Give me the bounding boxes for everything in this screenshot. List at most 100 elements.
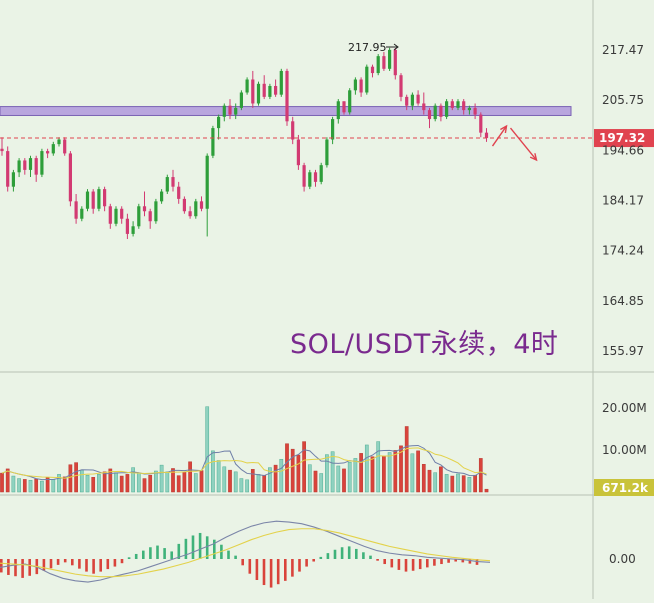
candle-body [57,139,61,145]
volume-bar [154,470,158,493]
macd-histogram-bar [269,559,273,588]
candle-body [313,172,318,182]
volume-bar [313,470,318,493]
volume-bar [182,471,187,493]
candle-body [342,101,346,113]
price-tick-label: 155.97 [602,344,644,358]
candle-body [0,148,4,152]
volume-bar [125,474,130,493]
volume-bar [148,474,153,493]
macd-histogram-bar [454,559,457,562]
volume-tick-label: 10.00M [602,443,647,457]
volume-bar [5,468,10,493]
candle-body [80,208,84,219]
macd-histogram-bar [383,559,386,565]
macd-histogram-bar [14,559,17,577]
volume-bar [22,479,27,493]
macd-histogram-bar [49,559,53,569]
decline-arrow-icon-head [529,153,538,162]
candle-body [103,189,107,207]
volume-bar [279,458,284,493]
candle-body [433,105,437,120]
macd-histogram-bar [305,559,308,567]
macd-histogram-bar [262,559,266,586]
volume-bar [211,450,215,493]
candle-body [274,85,278,95]
candle-body [308,172,312,187]
candle-body [359,79,363,93]
candle-body [228,105,232,115]
candle-body [456,101,460,108]
volume-bar [239,478,244,493]
macd-histogram-bar [142,550,145,559]
candle-body [63,139,67,154]
macd-histogram-bar [21,559,24,578]
macd-histogram-bar [127,557,131,559]
volume-bar [336,465,341,493]
macd-histogram-bar [291,559,294,577]
high-price-label: 217.95 [348,41,387,54]
volume-bar [404,426,409,493]
volume-bar [307,464,312,493]
macd-histogram-bar [319,556,323,559]
candle-body [325,139,329,166]
volume-bar [296,454,301,493]
volume-bar [347,461,352,493]
candle-body [165,177,169,192]
candle-body [370,66,375,74]
macd-histogram-bar [298,559,301,572]
volume-bar [433,472,438,493]
macd-histogram-bar [355,548,358,559]
macd-histogram-bar [461,559,465,563]
volume-bar [416,450,420,493]
volume-bar [245,479,249,493]
macd-histogram-bar [234,555,237,559]
high-arrow-icon [386,43,399,51]
candle-body [68,153,72,202]
volume-bar [97,474,101,493]
volume-bar [91,477,96,493]
volume-bar [439,466,443,493]
macd-histogram-bar [326,553,330,559]
candle-body [256,83,261,104]
volume-bar [51,479,56,493]
volume-bar [228,469,232,493]
macd-histogram-bar [333,549,337,559]
candle-body [131,226,135,234]
macd-histogram-bar [411,559,415,571]
macd-histogram-bar [134,553,138,559]
volume-bar [467,477,472,493]
macd-histogram-bar [447,559,450,563]
price-tick-label: 184.17 [602,194,644,208]
volume-bar [370,456,375,493]
volume-bar [17,478,21,493]
macd-histogram-bar [56,559,60,565]
candle-body [285,70,289,122]
macd-histogram-bar [191,535,195,559]
volume-ma-long-line [1,447,487,479]
candle-body [171,177,175,187]
candle-body [148,211,152,222]
candle-body [199,201,204,209]
volume-bar [79,469,84,493]
macd-histogram-bar [163,548,166,559]
volume-bar [199,470,204,493]
candle-body [222,105,226,117]
macd-histogram-bar [28,559,31,576]
volume-bar [57,474,61,493]
volume-bar [399,445,403,493]
macd-histogram-bar [71,559,74,566]
candle-body [399,75,403,97]
volume-bar [119,475,124,493]
macd-line [0,520,491,583]
macd-histogram-bar [177,543,181,559]
volume-bar [142,478,147,493]
volume-bar [330,451,335,493]
candle-body [416,94,420,104]
candle-body [382,56,386,69]
candle-body [439,105,443,117]
candle-body [427,110,432,120]
volume-bar [205,406,210,493]
volume-bar [268,467,272,493]
